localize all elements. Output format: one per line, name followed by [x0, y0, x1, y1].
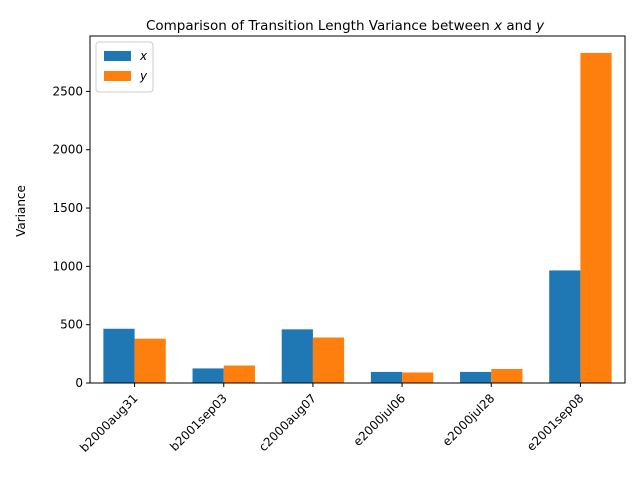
y-tick-label: 1500 [52, 201, 83, 215]
chart-title-mid: and [502, 18, 536, 34]
chart-title-var-x: x [493, 18, 503, 34]
bar-x-b2001sep03 [192, 368, 224, 383]
chart-title-prefix: Comparison of Transition Length Variance… [146, 18, 494, 34]
x-tick-label: e2000jul28 [440, 391, 498, 449]
x-tick-label: c2000aug07 [256, 391, 319, 454]
bar-x-e2000jul06 [370, 371, 403, 383]
bar-x-e2001sep08 [549, 270, 581, 383]
y-tick-label: 1000 [52, 259, 83, 273]
bar-y-e2000jul28 [491, 369, 523, 383]
y-tick-label: 2500 [52, 84, 83, 98]
y-axis: 0 500 1000 1500 2000 2500 [52, 84, 90, 390]
y-axis-label: Variance [14, 185, 28, 237]
bar-x-b2000aug31 [103, 328, 135, 383]
bar-y-e2000jul06 [402, 372, 434, 383]
x-axis: b2000aug31 b2001sep03 c2000aug07 e2000jul06… [77, 383, 587, 455]
x-tick-label: b2000aug31 [77, 391, 141, 455]
y-tick-label: 0 [75, 376, 83, 390]
x-tick-label: e2000jul06 [351, 391, 409, 449]
bar-x-e2000jul28 [460, 371, 492, 383]
legend-label-x: x [139, 49, 148, 63]
y-tick-label: 2000 [52, 143, 83, 157]
bar-y-c2000aug07 [312, 337, 345, 383]
bars-layer [103, 52, 612, 383]
legend-swatch-x [104, 51, 131, 61]
bar-y-b2000aug31 [134, 338, 166, 383]
plot-area-frame [89, 35, 626, 384]
legend-label-y: y [139, 69, 148, 83]
chart-title-var-y: y [535, 18, 545, 34]
x-tick-label: e2001sep08 [524, 391, 587, 454]
x-tick-label: b2001sep03 [167, 391, 230, 454]
chart-title: Comparison of Transition Length Variance… [146, 18, 545, 34]
legend-swatch-y [104, 71, 131, 81]
legend: xy [95, 41, 154, 93]
bar-y-e2001sep08 [580, 52, 612, 383]
bar-y-b2001sep03 [223, 365, 255, 383]
bar-x-c2000aug07 [281, 329, 313, 383]
y-tick-label: 500 [60, 318, 83, 332]
